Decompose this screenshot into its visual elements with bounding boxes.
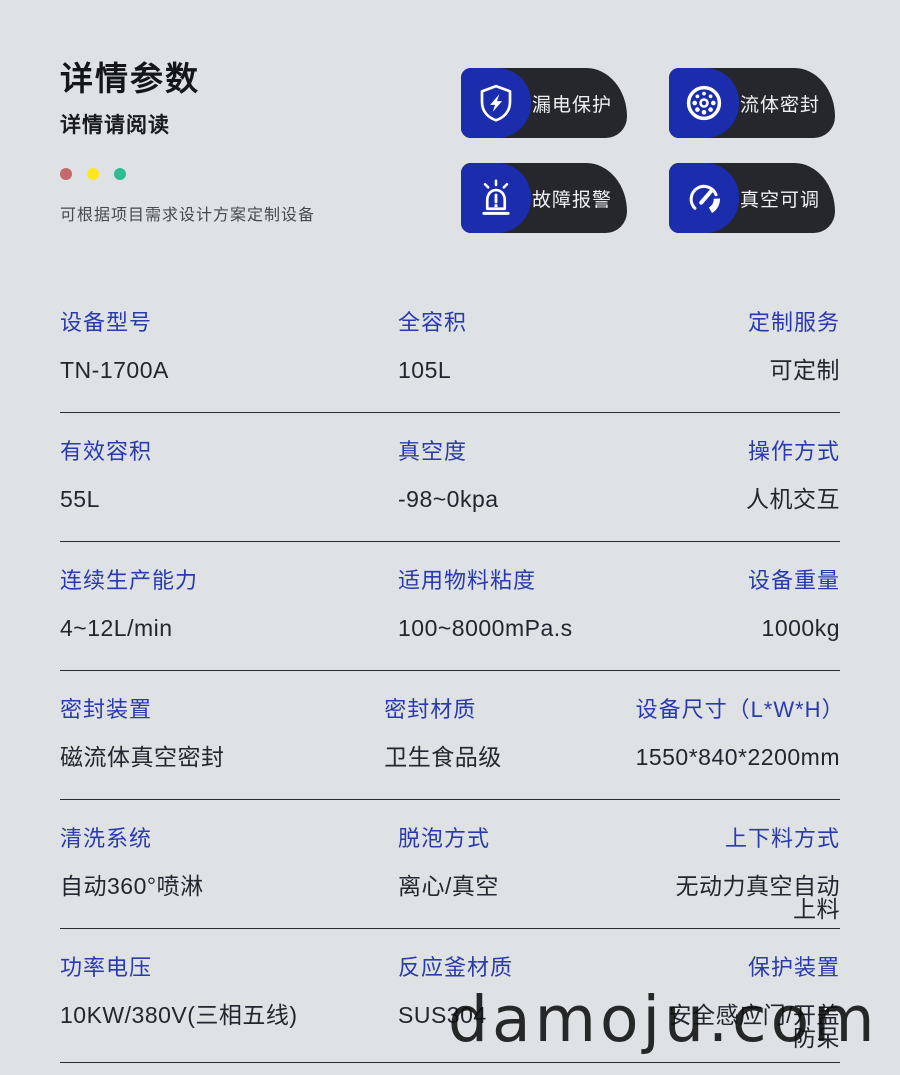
spec-label: 有效容积 bbox=[60, 439, 153, 464]
spec-value: 离心/真空 bbox=[398, 873, 499, 899]
green-dot-icon bbox=[114, 168, 126, 180]
spec-row: 密封装置 磁流体真空密封 密封材质 卫生食品级 设备尺寸（L*W*H） 1550… bbox=[60, 671, 845, 800]
spec-value: 55L bbox=[60, 486, 100, 512]
spec-label: 设备重量 bbox=[747, 568, 840, 593]
spec-cell: 保护装置 安全感应门/开盖防呆 bbox=[660, 929, 840, 1062]
badge-label: 漏电保护 bbox=[531, 94, 612, 116]
spec-label: 操作方式 bbox=[747, 439, 840, 464]
page-subtitle: 详情请阅读 bbox=[60, 114, 170, 137]
vacuum-gauge-icon bbox=[689, 184, 720, 213]
spec-label: 清洗系统 bbox=[60, 826, 153, 851]
spec-cell: 设备重量 1000kg bbox=[660, 542, 840, 670]
spec-cell: 定制服务 可定制 bbox=[660, 284, 840, 412]
spec-label: 全容积 bbox=[398, 310, 468, 335]
spec-row: 连续生产能力 4~12L/min 适用物料粘度 100~8000mPa.s 设备… bbox=[60, 542, 840, 671]
shield-bolt-icon bbox=[480, 84, 512, 122]
spec-value: 105L bbox=[398, 357, 452, 383]
spec-value: TN-1700A bbox=[60, 357, 169, 383]
spec-cell: 功率电压 10KW/380V(三相五线) bbox=[60, 929, 398, 1062]
spec-cell: 设备尺寸（L*W*H） 1550*840*2200mm bbox=[635, 671, 845, 799]
spec-cell: 清洗系统 自动360°喷淋 bbox=[60, 800, 398, 928]
spec-cell: 有效容积 55L bbox=[60, 413, 398, 541]
badge-fluid-seal: 流体密封 bbox=[669, 68, 835, 138]
spec-cell: 上下料方式 无动力真空自动上料 bbox=[660, 800, 840, 928]
spec-label: 定制服务 bbox=[747, 310, 840, 335]
spec-row: 有效容积 55L 真空度 -98~0kpa 操作方式 人机交互 bbox=[60, 413, 840, 542]
decorative-dots bbox=[60, 168, 420, 180]
spec-label: 上下料方式 bbox=[724, 826, 840, 851]
fluid-seal-icon bbox=[686, 85, 722, 121]
spec-value: 无动力真空自动上料 bbox=[675, 873, 840, 922]
spec-value: 卫生食品级 bbox=[384, 744, 502, 770]
page-title: 详情参数 bbox=[60, 60, 200, 97]
badge-label: 真空可调 bbox=[739, 189, 820, 211]
spec-value: 人机交互 bbox=[746, 486, 840, 512]
spec-label: 设备尺寸（L*W*H） bbox=[635, 697, 845, 722]
spec-value: 自动360°喷淋 bbox=[60, 873, 204, 899]
spec-value: 4~12L/min bbox=[60, 615, 173, 641]
spec-label: 密封材质 bbox=[384, 697, 477, 722]
spec-table: 设备型号 TN-1700A 全容积 105L 定制服务 可定制 有效容积 55L… bbox=[60, 284, 845, 1063]
spec-label: 真空度 bbox=[398, 439, 468, 464]
spec-value: 安全感应门/开盖防呆 bbox=[668, 1002, 840, 1051]
badge-vacuum-adjustable: 真空可调 bbox=[669, 163, 835, 233]
spec-row: 设备型号 TN-1700A 全容积 105L 定制服务 可定制 bbox=[60, 284, 840, 413]
spec-label: 脱泡方式 bbox=[398, 826, 491, 851]
spec-label: 连续生产能力 bbox=[60, 568, 199, 593]
badge-label: 流体密封 bbox=[739, 94, 820, 116]
spec-cell: 适用物料粘度 100~8000mPa.s bbox=[398, 542, 660, 670]
spec-cell: 真空度 -98~0kpa bbox=[398, 413, 660, 541]
spec-value: 10KW/380V(三相五线) bbox=[60, 1002, 298, 1028]
spec-value: 1550*840*2200mm bbox=[635, 744, 840, 770]
spec-label: 反应釜材质 bbox=[398, 955, 514, 980]
watermark: damoju.com bbox=[448, 983, 879, 1056]
spec-cell: 密封材质 卫生食品级 bbox=[384, 671, 635, 799]
badge-fault-alarm: 故障报警 bbox=[461, 163, 627, 233]
spec-label: 功率电压 bbox=[60, 955, 153, 980]
badge-label: 故障报警 bbox=[531, 189, 612, 211]
spec-label: 设备型号 bbox=[60, 310, 153, 335]
spec-value: SUS304 bbox=[398, 1002, 487, 1028]
spec-cell: 全容积 105L bbox=[398, 284, 660, 412]
spec-label: 密封装置 bbox=[60, 697, 153, 722]
spec-cell: 连续生产能力 4~12L/min bbox=[60, 542, 398, 670]
spec-value: 1000kg bbox=[761, 615, 840, 641]
yellow-dot-icon bbox=[87, 168, 99, 180]
spec-value: 100~8000mPa.s bbox=[398, 615, 573, 641]
spec-row: 功率电压 10KW/380V(三相五线) 反应釜材质 SUS304 保护装置 安… bbox=[60, 929, 840, 1063]
spec-value: 可定制 bbox=[769, 357, 840, 383]
header: 详情参数 详情请阅读 可根据项目需求设计方案定制设备 bbox=[60, 62, 420, 224]
spec-cell: 操作方式 人机交互 bbox=[660, 413, 840, 541]
spec-value: -98~0kpa bbox=[398, 486, 499, 512]
spec-cell: 反应釜材质 SUS304 bbox=[398, 929, 660, 1062]
spec-cell: 脱泡方式 离心/真空 bbox=[398, 800, 660, 928]
spec-label: 保护装置 bbox=[747, 955, 840, 980]
customization-note: 可根据项目需求设计方案定制设备 bbox=[60, 207, 316, 224]
badge-leakage-protection: 漏电保护 bbox=[461, 68, 627, 138]
spec-row: 清洗系统 自动360°喷淋 脱泡方式 离心/真空 上下料方式 无动力真空自动上料 bbox=[60, 800, 840, 929]
spec-cell: 设备型号 TN-1700A bbox=[60, 284, 398, 412]
spec-value: 磁流体真空密封 bbox=[60, 744, 225, 770]
alarm-icon bbox=[482, 179, 510, 215]
red-dot-icon bbox=[60, 168, 72, 180]
feature-badges: 漏电保护 流体密封 bbox=[461, 68, 835, 233]
spec-cell: 密封装置 磁流体真空密封 bbox=[60, 671, 384, 799]
spec-label: 适用物料粘度 bbox=[398, 568, 537, 593]
